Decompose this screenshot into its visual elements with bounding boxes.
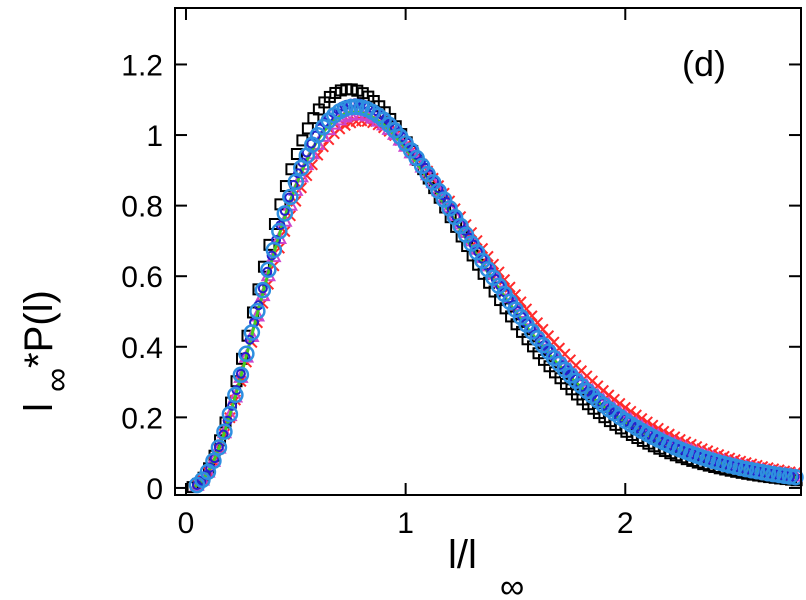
data-point — [282, 188, 299, 206]
y-axis-title: l ∞ *P(l) — [17, 290, 76, 412]
data-point — [249, 302, 266, 320]
data-point — [787, 468, 804, 486]
data-point — [342, 98, 359, 116]
data-point — [320, 112, 338, 129]
data-point — [265, 241, 283, 259]
y-tick-label: 1 — [146, 120, 163, 153]
data-point — [479, 261, 497, 278]
y-tick-label: 0.6 — [121, 261, 163, 294]
y-tick-label: 1.2 — [121, 49, 163, 82]
axis-ticks: 0 1 2 0 0.2 0.4 0.6 0.8 1 1.2 — [121, 8, 801, 540]
data-point — [276, 205, 294, 222]
data-point — [413, 157, 431, 175]
data-point — [770, 466, 788, 484]
y-tick-label: 0.8 — [121, 191, 163, 224]
data-point — [347, 98, 365, 116]
panel-label: (d) — [682, 43, 726, 84]
plot-marks — [186, 83, 804, 494]
data-point — [243, 324, 261, 341]
y-axis-title-rest: *P(l) — [17, 290, 61, 368]
data-point — [205, 452, 222, 470]
data-point — [485, 269, 502, 286]
y-tick-label: 0.4 — [121, 332, 163, 365]
data-point — [435, 191, 453, 208]
data-point — [271, 222, 288, 240]
data-point — [260, 261, 277, 278]
data-point — [293, 168, 304, 179]
x-axis-title-sub: ∞ — [500, 568, 524, 600]
data-point — [227, 386, 244, 404]
data-point — [776, 467, 793, 485]
data-point — [263, 238, 276, 251]
x-tick-label: 0 — [178, 507, 195, 540]
x-tick-label: 1 — [397, 507, 414, 540]
data-point — [238, 345, 255, 363]
data-point — [468, 243, 486, 261]
data-point — [430, 182, 447, 200]
y-tick-label: 0 — [146, 473, 163, 506]
data-point — [474, 252, 491, 270]
y-axis-title-sub: ∞ — [38, 368, 76, 392]
data-point — [216, 423, 233, 440]
series-2 — [189, 105, 804, 491]
data-point — [213, 442, 224, 453]
data-point — [419, 165, 436, 183]
data-point — [284, 192, 295, 203]
data-point — [210, 439, 228, 456]
data-point — [232, 366, 250, 383]
plot-frame — [174, 7, 802, 496]
data-point — [255, 287, 271, 302]
data-point — [235, 368, 246, 379]
data-point — [424, 174, 442, 191]
y-axis-title-base: l — [17, 403, 61, 412]
data-point — [254, 281, 272, 299]
x-axis-title: l/l ∞ — [448, 533, 524, 600]
data-point — [290, 148, 303, 161]
data-point — [463, 235, 480, 252]
data-point — [221, 405, 239, 423]
x-tick-label: 2 — [617, 507, 634, 540]
data-point — [765, 465, 782, 483]
data-point — [562, 367, 579, 384]
x-axis-title-base: l/l — [448, 533, 477, 577]
series-5 — [188, 98, 804, 494]
series-1 — [191, 115, 802, 491]
data-point — [781, 468, 799, 485]
series-0 — [186, 83, 803, 494]
data-point — [287, 173, 305, 191]
y-tick-label: 0.2 — [121, 402, 163, 435]
